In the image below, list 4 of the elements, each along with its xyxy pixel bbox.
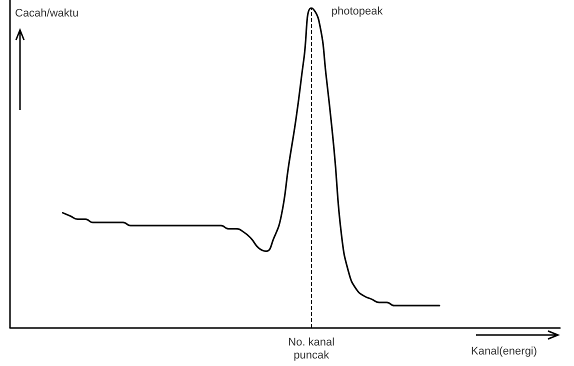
text: No. kanal puncak [288,336,335,362]
x-axis-title: Kanal(energi) [471,346,538,358]
y-axis-title: Cacah/waktu [15,8,79,20]
annotation: photopeak [331,6,384,18]
